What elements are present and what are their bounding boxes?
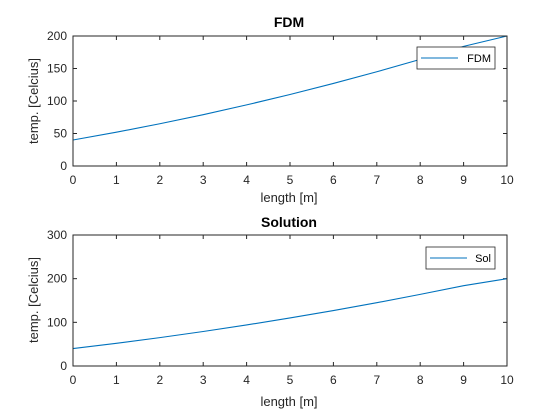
x-axis-label: length [m] bbox=[260, 394, 317, 409]
y-tick-label: 0 bbox=[60, 159, 67, 173]
chart-title: Solution bbox=[261, 214, 317, 230]
y-axis-label: temp. [Celcius] bbox=[26, 58, 41, 144]
series-line bbox=[72, 278, 508, 350]
y-tick-label: 0 bbox=[60, 359, 67, 373]
x-tick-label: 0 bbox=[70, 373, 77, 387]
x-tick-label: 9 bbox=[460, 173, 467, 187]
y-tick-label: 100 bbox=[47, 315, 67, 329]
subplot-solution: Solution 0 100 200 300 0 1 2 3 4 5 6 7 8 9 10 Sol len… bbox=[26, 214, 514, 409]
axes-box bbox=[72, 234, 508, 367]
y-tick-label: 300 bbox=[47, 228, 67, 242]
y-axis-label: temp. [Celcius] bbox=[26, 257, 41, 343]
legend-label: FDM bbox=[467, 53, 491, 65]
series-group bbox=[72, 278, 508, 350]
x-tick-label: 0 bbox=[70, 173, 77, 187]
y-ticks: 0 100 200 300 bbox=[47, 228, 507, 373]
x-tick-label: 2 bbox=[156, 173, 163, 187]
x-tick-label: 3 bbox=[200, 373, 207, 387]
x-tick-label: 4 bbox=[243, 373, 250, 387]
chart-title: FDM bbox=[274, 14, 304, 30]
x-axis-label: length [m] bbox=[260, 190, 317, 205]
x-tick-label: 2 bbox=[156, 373, 163, 387]
legend-label: Sol bbox=[475, 253, 491, 265]
x-tick-label: 10 bbox=[500, 373, 514, 387]
y-tick-label: 150 bbox=[47, 62, 67, 76]
x-tick-label: 4 bbox=[243, 173, 250, 187]
x-tick-label: 9 bbox=[460, 373, 467, 387]
x-tick-label: 1 bbox=[113, 173, 120, 187]
subplot-fdm: FDM 0 50 100 150 200 0 1 2 3 4 5 6 7 8 9 10 FDM length… bbox=[26, 14, 514, 205]
x-tick-label: 10 bbox=[500, 173, 514, 187]
x-tick-label: 7 bbox=[373, 373, 380, 387]
x-ticks: 0 1 2 3 4 5 6 7 8 9 10 bbox=[70, 235, 514, 387]
y-tick-label: 100 bbox=[47, 94, 67, 108]
axes-box bbox=[72, 35, 508, 167]
y-tick-label: 50 bbox=[54, 127, 68, 141]
legend: FDM bbox=[416, 46, 496, 70]
x-tick-label: 5 bbox=[287, 173, 294, 187]
x-tick-label: 6 bbox=[330, 173, 337, 187]
legend: Sol bbox=[425, 246, 496, 270]
x-ticks: 0 1 2 3 4 5 6 7 8 9 10 bbox=[70, 36, 514, 187]
x-tick-label: 3 bbox=[200, 173, 207, 187]
x-tick-label: 5 bbox=[287, 373, 294, 387]
x-tick-label: 1 bbox=[113, 373, 120, 387]
x-tick-label: 7 bbox=[373, 173, 380, 187]
y-tick-label: 200 bbox=[47, 272, 67, 286]
x-tick-label: 8 bbox=[417, 173, 424, 187]
y-ticks: 0 50 100 150 200 bbox=[47, 29, 507, 173]
y-tick-label: 200 bbox=[47, 29, 67, 43]
x-tick-label: 8 bbox=[417, 373, 424, 387]
x-tick-label: 6 bbox=[330, 373, 337, 387]
